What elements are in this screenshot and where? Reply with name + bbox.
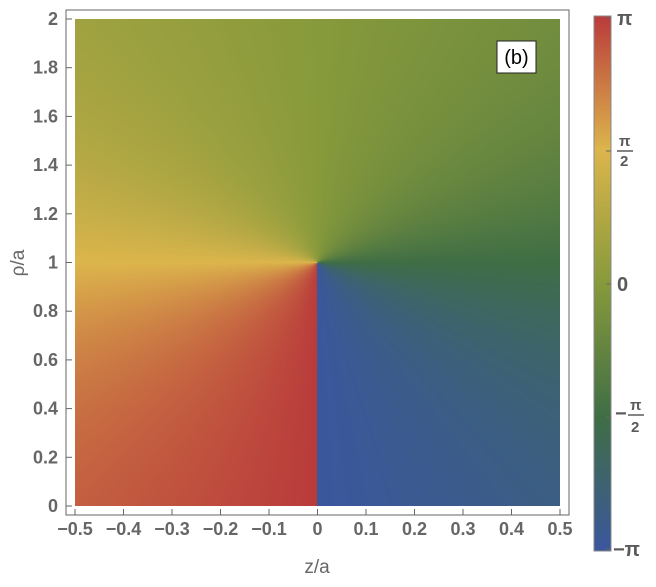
y-tick-label: 0.2: [33, 447, 58, 467]
x-tick-label: −0.1: [251, 519, 287, 539]
y-tick-label: 1.8: [33, 58, 58, 78]
panel-label: (b): [504, 47, 528, 69]
x-tick-label: 0: [312, 519, 322, 539]
x-tick-label: 0.4: [499, 519, 524, 539]
colorbar-label-neg-pi: −π: [613, 539, 640, 561]
x-tick-label: −0.4: [106, 519, 142, 539]
x-tick-label: −0.3: [154, 519, 190, 539]
svg-text:2: 2: [620, 153, 628, 170]
y-tick-label: 0.6: [33, 350, 58, 370]
y-tick-label: 0.4: [33, 399, 58, 419]
colorbar-label-half-pi: π 2: [617, 133, 633, 170]
y-tick-label: 0.8: [33, 301, 58, 321]
colorbar-label-pi: π: [617, 8, 632, 30]
y-tick-label: 2: [48, 9, 58, 29]
y-tick-label: 1.4: [33, 155, 58, 175]
x-tick-label: 0.3: [450, 519, 475, 539]
colorbar-ticks: [606, 17, 611, 550]
x-tick-label: 0.1: [353, 519, 378, 539]
svg-text:π: π: [619, 133, 631, 150]
colorbar-label-neg-half-pi: − π 2: [615, 397, 644, 436]
colorbar-label-zero: 0: [617, 274, 628, 296]
svg-text:−: −: [615, 403, 627, 425]
heatmap-area: [75, 19, 560, 506]
y-axis-title: ρ/a: [8, 249, 29, 276]
panel-label-box: (b): [496, 40, 537, 74]
y-axis-ticks: 0 0.2 0.4 0.6 0.8 1 1.2 1.4 1.6 1.8 2: [33, 9, 72, 516]
y-tick-label: 1.6: [33, 106, 58, 126]
x-tick-label: 0.2: [402, 519, 427, 539]
y-tick-label: 1.2: [33, 204, 58, 224]
x-tick-label: 0.5: [547, 519, 572, 539]
y-tick-label: 0: [48, 496, 58, 516]
x-tick-label: −0.2: [203, 519, 239, 539]
y-tick-label: 1: [48, 253, 58, 273]
x-axis-title: z/a: [304, 557, 330, 578]
svg-text:π: π: [630, 397, 642, 414]
heatmap-canvas: [75, 19, 560, 506]
x-tick-label: −0.5: [57, 519, 93, 539]
svg-text:2: 2: [631, 419, 639, 436]
x-axis-ticks: −0.5 −0.4 −0.3 −0.2 −0.1 0 0.1 0.2 0.3 0.4 0.5: [57, 509, 573, 539]
